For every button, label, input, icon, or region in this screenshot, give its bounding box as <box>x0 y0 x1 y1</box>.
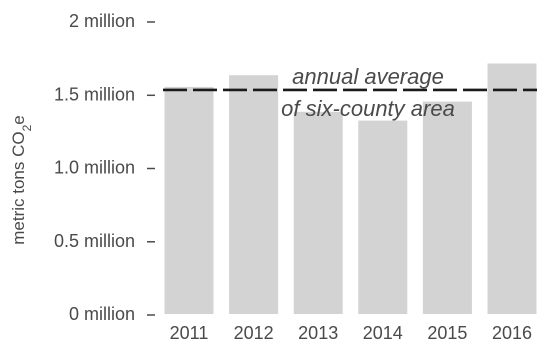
x-tick-label-2011: 2011 <box>170 323 209 343</box>
bar-2012 <box>229 75 279 314</box>
bar-2016 <box>487 63 537 314</box>
y-axis-title-end: e <box>9 115 28 124</box>
y-axis-title-subscript: 2 <box>20 124 34 131</box>
x-tick-label-2014: 2014 <box>363 323 403 343</box>
reference-line-label-1: annual average <box>292 64 444 89</box>
x-tick-label-2012: 2012 <box>234 323 274 343</box>
bar-2014 <box>358 120 408 314</box>
y-tick-label: 2 million <box>69 11 135 31</box>
bar-2011 <box>164 86 214 315</box>
y-tick-label: 1.0 million <box>54 158 135 178</box>
x-tick-label-2016: 2016 <box>492 323 532 343</box>
y-tick-label: 1.5 million <box>54 84 135 104</box>
annotation-layer: annual average of six-county area <box>281 64 455 121</box>
x-tick-label-2013: 2013 <box>298 323 338 343</box>
bar-2015 <box>422 101 472 314</box>
y-tick-label: 0 million <box>69 304 135 324</box>
y-axis: 0 million 0.5 million 1.0 million 1.5 milli… <box>54 11 155 324</box>
y-axis-title-main: metric tons CO <box>9 131 28 244</box>
bar-2013 <box>293 111 343 314</box>
reference-line-label-2: of six-county area <box>281 96 455 121</box>
x-tick-label-2015: 2015 <box>427 323 467 343</box>
x-axis: 2011 2012 2013 2014 2015 2016 <box>170 323 532 343</box>
bars-layer <box>164 63 537 315</box>
y-tick-label: 0.5 million <box>54 231 135 251</box>
y-axis-title: metric tons CO2e <box>9 115 34 245</box>
